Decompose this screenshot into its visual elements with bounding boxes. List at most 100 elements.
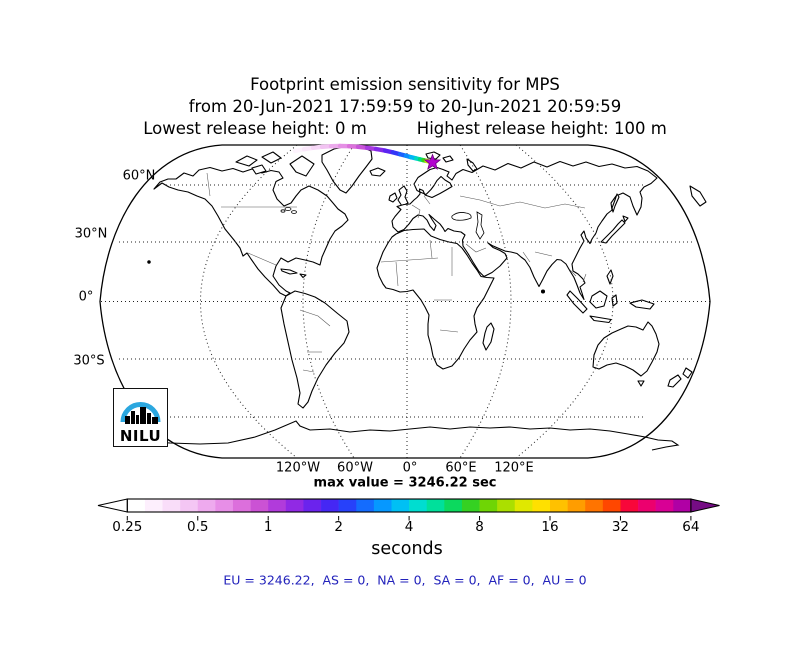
- tasmania: [637, 380, 645, 387]
- lat-label-0: 0°: [78, 289, 94, 305]
- chukotka-edge: [689, 185, 707, 207]
- colorbar-segment: [567, 499, 586, 512]
- map-boundary: [99, 144, 711, 459]
- colorbar-segment: [250, 499, 269, 512]
- colorbar-segment: [497, 499, 516, 512]
- lon-label-120e: 120°E: [494, 460, 534, 476]
- colorbar-segment: [461, 499, 480, 512]
- greenland: [321, 145, 373, 194]
- colorbar-segment: [321, 499, 339, 512]
- iceland: [369, 167, 386, 177]
- colorbar-segment: [162, 499, 181, 512]
- colorbar-segment: [514, 499, 533, 512]
- lat-label-30s: 30°S: [73, 353, 105, 369]
- colorbar-segment: [550, 499, 568, 512]
- colorbar-segment: [391, 499, 410, 512]
- figure-date-range: from 20-Jun-2021 17:59:59 to 20-Jun-2021…: [188, 97, 622, 116]
- lon-label-60e: 60°E: [445, 460, 477, 476]
- lon-label-120w: 120°W: [275, 460, 321, 476]
- colorbar-tick-label: 8: [475, 519, 484, 535]
- africa: [376, 228, 495, 370]
- lon-label-0: 0°: [402, 460, 418, 476]
- great-lake: [291, 210, 297, 214]
- colorbar-tick-label: 0.25: [112, 519, 143, 535]
- british-isles: [388, 185, 409, 207]
- colorbar-segment: [620, 499, 639, 512]
- graticule: [101, 144, 710, 459]
- australia: [592, 321, 660, 377]
- colorbar-segment: [180, 499, 199, 512]
- colorbar-right-arrow: [690, 498, 720, 513]
- colorbar-segment: [356, 499, 375, 512]
- colorbar-segment: [638, 499, 656, 512]
- colorbar-tick-label: 2: [334, 519, 343, 535]
- colorbar-tick-label: 32: [611, 519, 630, 535]
- south-america: [280, 290, 350, 409]
- sri-lanka: [540, 289, 546, 294]
- lat-label-30n: 30°N: [74, 226, 108, 242]
- world-map: [147, 145, 707, 409]
- colorbar-segment: [127, 499, 146, 512]
- colorbar-segment: [373, 499, 392, 512]
- figure-title: Footprint emission sensitivity for MPS: [250, 75, 560, 94]
- colorbar-segment: [232, 499, 251, 512]
- colorbar-unit-label: seconds: [371, 539, 443, 559]
- great-lake: [280, 209, 286, 213]
- colorbar-segment: [585, 499, 604, 512]
- colorbar-tick-label: 1: [263, 519, 273, 535]
- colorbar-tick-label: 0.5: [187, 519, 209, 535]
- southeast-asia-islands: [566, 269, 655, 324]
- logo-skyline-icon: [125, 407, 158, 424]
- colorbar-tickmarks: [126, 516, 692, 521]
- colorbar-segment: [532, 499, 551, 512]
- new-zealand: [667, 367, 693, 388]
- colorbar-segment: [338, 499, 357, 512]
- novaya-zemlya: [466, 158, 478, 172]
- colorbar-segment: [285, 499, 304, 512]
- colorbar-segment: [655, 499, 674, 512]
- lowest-release-height: Lowest release height: 0 m: [143, 119, 367, 138]
- colorbar-segment: [215, 499, 234, 512]
- caribbean-islands: [280, 268, 307, 279]
- colorbar-frame: [126, 498, 692, 513]
- lon-label-60w: 60°W: [337, 460, 373, 476]
- colorbar-tick-label: 64: [682, 519, 700, 535]
- colorbar-segment: [444, 499, 463, 512]
- highest-release-height: Highest release height: 100 m: [416, 119, 667, 138]
- colorbar-segment: [602, 499, 621, 512]
- hawaii: [147, 260, 151, 264]
- colorbar: [97, 498, 720, 521]
- lat-label-60n: 60°N: [122, 168, 156, 184]
- release-star-icon: [423, 153, 442, 170]
- black-sea: [451, 212, 472, 221]
- release-heights-line: Lowest release height: 0 m Highest relea…: [143, 118, 667, 140]
- japan: [600, 215, 629, 244]
- antarctica-coastline: [115, 420, 680, 451]
- colorbar-left-arrow: [97, 498, 128, 513]
- nilu-logo-graphic: [120, 402, 161, 424]
- colorbar-segment: [673, 499, 692, 512]
- colorbar-segment: [144, 499, 163, 512]
- eurasia: [391, 160, 658, 301]
- colorbar-segment: [197, 499, 216, 512]
- logo-arc-icon: [120, 402, 161, 423]
- caspian-sea: [475, 211, 485, 240]
- region-totals: EU = 3246.22, AS = 0, NA = 0, SA = 0, AF…: [223, 572, 587, 588]
- colorbar-tick-label: 4: [404, 519, 414, 535]
- colorbar-tick-label: 16: [541, 519, 559, 535]
- colorbar-segment: [479, 499, 498, 512]
- colorbar-segments: [127, 499, 692, 512]
- inland-seas: [280, 207, 485, 240]
- colorbar-segment: [426, 499, 445, 512]
- figure-header: Footprint emission sensitivity for MPS f…: [143, 74, 667, 140]
- north-america: [153, 166, 349, 297]
- nilu-logo-text: NILU: [119, 427, 162, 445]
- sakhalin: [611, 193, 620, 213]
- madagascar: [482, 322, 495, 351]
- colorbar-segment: [268, 499, 287, 512]
- country-borders: [206, 172, 587, 373]
- nilu-logo: NILU: [113, 388, 168, 447]
- max-value-caption: max value = 3246.22 sec: [313, 475, 497, 491]
